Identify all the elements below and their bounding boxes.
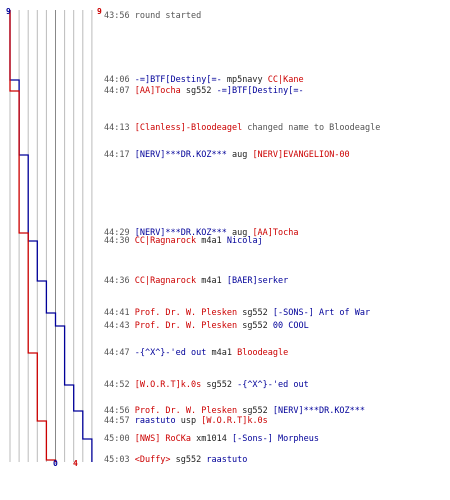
- blue-team-alive-line: [9, 10, 93, 462]
- red-end-count: 4: [73, 459, 78, 468]
- event-row: 43:56 round started: [104, 11, 201, 21]
- event-text: [NERV]***DR.KOZ***: [134, 228, 227, 238]
- event-row: 44:07 [AA]Tocha sg552 -=]BTF[Destiny[=-: [104, 86, 304, 96]
- event-time: 45:03: [104, 455, 135, 465]
- event-time: 44:07: [104, 86, 135, 96]
- blue-start-count: 9: [6, 7, 11, 16]
- event-text: <Duffy>: [134, 455, 171, 465]
- event-text: m4a1: [206, 348, 238, 358]
- event-row: 44:13 [Clanless]-Bloodeagel changed name…: [104, 123, 380, 133]
- event-text: [-Sons-] Morpheus: [231, 434, 319, 444]
- event-text: Prof. Dr. W. Plesken: [134, 321, 238, 331]
- event-text: [NWS] RoCKa: [134, 434, 192, 444]
- event-row: 44:43 Prof. Dr. W. Plesken sg552 00 COOL: [104, 321, 309, 331]
- event-text: usp: [175, 416, 202, 426]
- event-row: 44:36 CC|Ragnarock m4a1 [BAER]serker: [104, 276, 288, 286]
- event-text: mp5navy: [221, 75, 268, 85]
- event-text: [NERV]***DR.KOZ***: [272, 406, 366, 416]
- event-text: aug: [226, 228, 253, 238]
- event-text: Prof. Dr. W. Plesken: [134, 308, 238, 318]
- event-text: [Clanless]-Bloodeagel: [134, 123, 243, 133]
- blue-end-count: 0: [53, 459, 58, 468]
- event-text: [W.O.R.T]k.0s: [201, 416, 268, 426]
- event-text: sg552: [237, 321, 273, 331]
- event-text: [NERV]EVANGELION-00: [252, 150, 350, 160]
- event-time: 44:13: [104, 123, 135, 133]
- event-text: m4a1: [196, 276, 227, 286]
- red-start-count: 9: [97, 7, 102, 16]
- event-text: aug: [226, 150, 253, 160]
- event-time: 44:56: [104, 406, 135, 416]
- event-time: 44:43: [104, 321, 135, 331]
- event-text: [AA]Tocha: [134, 86, 181, 96]
- event-row: 44:06 -=]BTF[Destiny[=- mp5navy CC|Kane: [104, 75, 304, 85]
- red-step-path: [9, 10, 57, 462]
- event-time: 44:52: [104, 380, 135, 390]
- event-text: -=]BTF[Destiny[=-: [134, 75, 222, 85]
- event-row: 44:57 raastuto usp [W.O.R.T]k.0s: [104, 416, 268, 426]
- event-text: sg552: [170, 455, 207, 465]
- event-text: [BAER]serker: [226, 276, 289, 286]
- event-text: m4a1: [196, 236, 227, 246]
- alive-players-graph: [9, 10, 93, 462]
- event-time: 44:30: [104, 236, 135, 246]
- event-row: 44:56 Prof. Dr. W. Plesken sg552 [NERV]*…: [104, 406, 365, 416]
- event-time: 43:56: [104, 11, 135, 21]
- event-text: [AA]Tocha: [252, 228, 299, 238]
- event-text: Nicolaj: [226, 236, 263, 246]
- event-row: 45:03 <Duffy> sg552 raastuto: [104, 455, 247, 465]
- event-text: CC|Ragnarock: [134, 276, 197, 286]
- event-text: [NERV]***DR.KOZ***: [134, 150, 227, 160]
- event-row: 44:47 -{^X^}-'ed out m4a1 Bloodeagle: [104, 348, 288, 358]
- event-text: Prof. Dr. W. Plesken: [134, 406, 238, 416]
- event-text: [-SONS-] Art of War: [272, 308, 371, 318]
- event-row: 44:17 [NERV]***DR.KOZ*** aug [NERV]EVANG…: [104, 150, 350, 160]
- event-text: Bloodeagle: [237, 348, 289, 358]
- event-text: sg552: [201, 380, 238, 390]
- event-text: raastuto: [134, 416, 176, 426]
- event-text: -=]BTF[Destiny[=-: [216, 86, 304, 96]
- event-time: 44:17: [104, 150, 135, 160]
- blue-step-path: [9, 10, 93, 462]
- event-row: 44:30 CC|Ragnarock m4a1 Nicolaj: [104, 236, 263, 246]
- event-text: sg552: [180, 86, 217, 96]
- event-row: 44:41 Prof. Dr. W. Plesken sg552 [-SONS-…: [104, 308, 370, 318]
- event-row: 44:52 [W.O.R.T]k.0s sg552 -{^X^}-'ed out: [104, 380, 309, 390]
- red-team-alive-line: [9, 10, 57, 462]
- event-time: 44:29: [104, 228, 135, 238]
- event-row: 45:00 [NWS] RoCKa xm1014 [-Sons-] Morphe…: [104, 434, 319, 444]
- event-text: -{^X^}-'ed out: [134, 348, 207, 358]
- event-time: 45:00: [104, 434, 135, 444]
- event-text: round started: [134, 11, 202, 21]
- event-text: 00 COOL: [272, 321, 309, 331]
- graph-grid: [9, 10, 93, 462]
- event-time: 44:06: [104, 75, 135, 85]
- event-time: 44:57: [104, 416, 135, 426]
- event-text: [W.O.R.T]k.0s: [134, 380, 202, 390]
- event-time: 44:41: [104, 308, 135, 318]
- event-text: sg552: [237, 406, 273, 416]
- event-text: CC|Kane: [267, 75, 304, 85]
- event-text: raastuto: [206, 455, 248, 465]
- event-time: 44:47: [104, 348, 135, 358]
- event-text: CC|Ragnarock: [134, 236, 197, 246]
- event-text: -{^X^}-'ed out: [237, 380, 309, 390]
- event-text: xm1014: [191, 434, 232, 444]
- event-time: 44:36: [104, 276, 135, 286]
- event-text: changed name to Bloodeagle: [242, 123, 381, 133]
- event-text: sg552: [237, 308, 273, 318]
- event-row: 44:29 [NERV]***DR.KOZ*** aug [AA]Tocha: [104, 228, 299, 238]
